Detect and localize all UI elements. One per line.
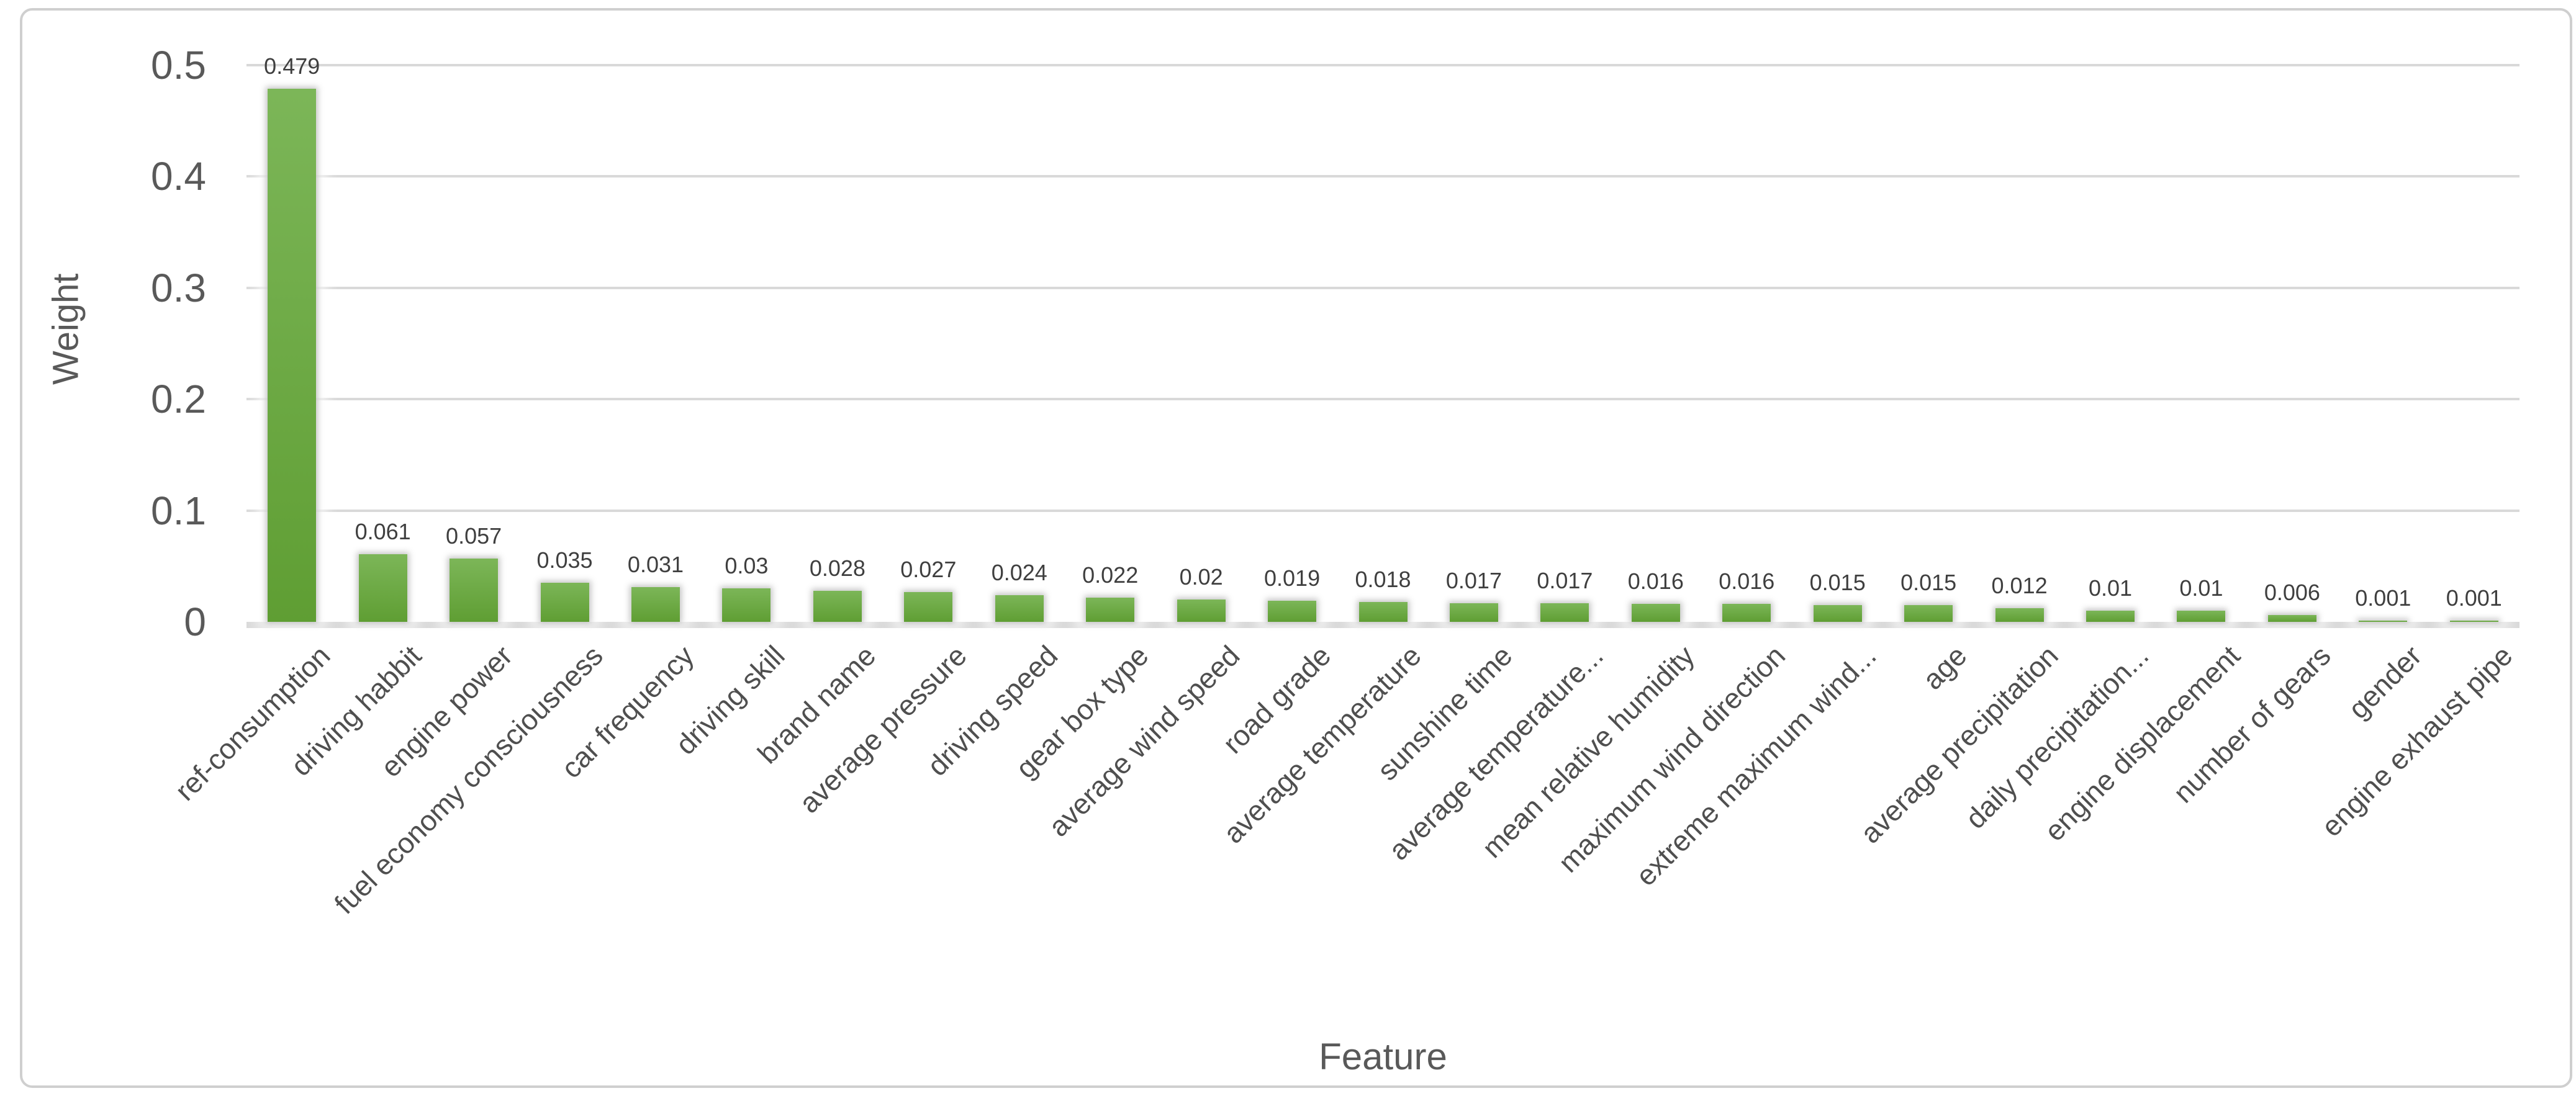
bar xyxy=(268,88,317,622)
bar-value-label: 0.028 xyxy=(809,555,865,581)
bar-value-label: 0.01 xyxy=(2088,575,2133,601)
bar xyxy=(1995,608,2044,622)
bar xyxy=(722,588,771,622)
bar xyxy=(904,591,953,622)
bar-value-label: 0.018 xyxy=(1355,566,1411,592)
chart-area-border xyxy=(20,8,2572,1088)
bar xyxy=(2449,621,2498,622)
bar xyxy=(631,587,680,622)
x-axis-line xyxy=(246,622,2520,628)
bar xyxy=(2267,615,2316,622)
y-axis-tick-label: 0.4 xyxy=(151,154,206,199)
bar-value-label: 0.017 xyxy=(1445,567,1502,593)
bar xyxy=(358,554,407,622)
y-axis-tick-label: 0.2 xyxy=(151,377,206,422)
bar-value-label: 0.015 xyxy=(1809,570,1866,596)
bar-value-label: 0.024 xyxy=(991,559,1047,585)
bar xyxy=(1358,601,1408,622)
bar xyxy=(1540,603,1589,622)
y-axis-tick-label: 0 xyxy=(184,600,206,644)
bar-value-label: 0.022 xyxy=(1082,562,1139,588)
bar-value-label: 0.017 xyxy=(1537,567,1593,593)
bar xyxy=(1268,600,1317,622)
bar xyxy=(813,590,862,622)
gridline xyxy=(246,286,2520,289)
bar-value-label: 0.02 xyxy=(1179,564,1223,590)
bar-value-label: 0.061 xyxy=(355,518,411,544)
bar xyxy=(450,558,499,622)
bar-value-label: 0.001 xyxy=(2446,585,2502,611)
gridline xyxy=(246,398,2520,401)
bar-value-label: 0.015 xyxy=(1900,570,1957,596)
bar xyxy=(1813,605,1862,622)
bar-value-label: 0.012 xyxy=(1991,573,2048,599)
bar-value-label: 0.031 xyxy=(627,552,684,578)
bar xyxy=(1631,604,1680,622)
bar xyxy=(1449,603,1498,622)
gridline xyxy=(246,64,2520,66)
bar-value-label: 0.03 xyxy=(725,553,769,579)
bar-value-label: 0.001 xyxy=(2355,585,2411,611)
y-axis-title: Weight xyxy=(45,273,86,385)
bar-value-label: 0.006 xyxy=(2264,580,2320,606)
bar xyxy=(540,583,589,622)
bar-value-label: 0.057 xyxy=(446,523,502,549)
bar-value-label: 0.016 xyxy=(1627,568,1684,595)
bar-value-label: 0.016 xyxy=(1719,568,1775,595)
bar-value-label: 0.035 xyxy=(536,547,593,573)
bar-value-label: 0.019 xyxy=(1264,565,1321,591)
bar xyxy=(2086,611,2135,622)
bar xyxy=(2177,611,2226,622)
bar-value-label: 0.027 xyxy=(900,556,957,582)
bar-value-label: 0.479 xyxy=(264,53,320,79)
y-axis-tick-label: 0.1 xyxy=(151,488,206,533)
x-axis-title: Feature xyxy=(1319,1036,1447,1077)
bar xyxy=(2359,621,2408,622)
bar xyxy=(1904,605,1953,622)
bar xyxy=(1086,597,1135,622)
y-axis-tick-label: 0.3 xyxy=(151,265,206,310)
y-axis-tick-label: 0.5 xyxy=(151,43,206,88)
gridline xyxy=(246,509,2520,512)
bar xyxy=(995,595,1044,622)
gridline xyxy=(246,175,2520,178)
bar xyxy=(1722,604,1771,622)
bar xyxy=(1177,600,1226,622)
bar-value-label: 0.01 xyxy=(2179,575,2223,601)
